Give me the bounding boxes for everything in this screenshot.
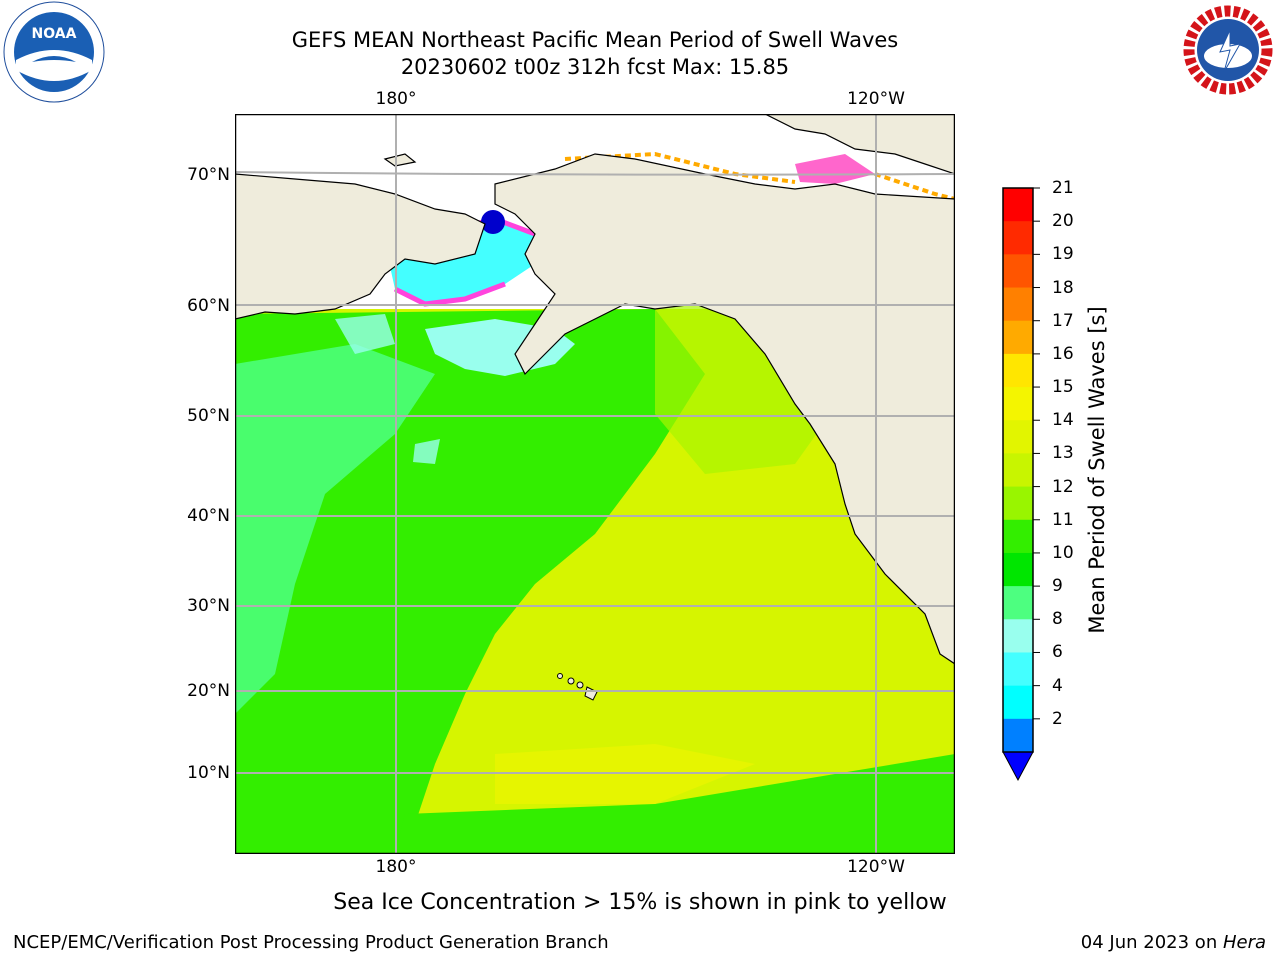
colorbar-band (1003, 254, 1033, 289)
colorbar-band (1003, 685, 1033, 720)
colorbar-tick-label: 13 (1052, 443, 1074, 464)
lat-label-70n: 70°N (187, 165, 230, 185)
footer-credit: NCEP/EMC/Verification Post Processing Pr… (13, 932, 609, 953)
land-siberia (235, 173, 486, 320)
teal-zone-west (235, 344, 435, 714)
colorbar-band (1003, 552, 1033, 587)
footer-date: 04 Jun 2023 on Hera (1081, 932, 1266, 953)
colorbar-band (1003, 420, 1033, 454)
lon-label-180-bottom: 180° (375, 857, 417, 877)
colorbar-tick-label: 9 (1052, 576, 1063, 597)
colorbar-band (1003, 519, 1033, 554)
lat-label-30n: 30°N (187, 596, 230, 616)
colorbar-band (1003, 718, 1033, 753)
lon-label-120w-bottom: 120°W (847, 857, 905, 877)
colorbar-tick-label: 17 (1052, 310, 1074, 331)
land-alaska (494, 153, 955, 665)
colorbar-band (1003, 221, 1033, 255)
lat-label-40n: 40°N (187, 506, 230, 526)
colorbar-tick-label: 21 (1052, 178, 1074, 198)
colorbar-tick-label: 8 (1052, 609, 1063, 630)
colorbar-band (1003, 619, 1033, 653)
colorbar-label: Mean Period of Swell Waves [s] (1085, 306, 1109, 634)
colorbar-band (1003, 320, 1033, 355)
arctic-ice-core (481, 210, 505, 234)
colorbar-band (1003, 188, 1033, 222)
beaufort-ice (795, 154, 875, 184)
noaa-logo-text: NOAA (32, 26, 77, 42)
hawaii-islands (557, 673, 598, 701)
colorbar-tick-label: 18 (1052, 277, 1074, 298)
green-band-south (395, 754, 955, 854)
colorbar-tick-label: 14 (1052, 410, 1074, 431)
colorbar-band (1003, 486, 1033, 521)
nws-logo (1178, 0, 1278, 104)
chart-subtitle: 20230602 t00z 312h fcst Max: 15.85 (400, 55, 790, 79)
colorbar-band (1003, 387, 1033, 421)
land-arctic-islands (764, 114, 955, 175)
colorbar-tick-label: 15 (1052, 377, 1074, 398)
colorbar-tick-label: 6 (1052, 642, 1063, 663)
graticule (235, 114, 955, 854)
colorbar-band (1003, 586, 1033, 620)
colorbar-band (1003, 353, 1033, 388)
footer-machine: Hera (1222, 932, 1266, 953)
colorbar-tick-label: 19 (1052, 244, 1074, 265)
lat-label-60n: 60°N (187, 296, 230, 316)
chart-title: GEFS MEAN Northeast Pacific Mean Period … (291, 28, 899, 52)
colorbar-band (1003, 652, 1033, 687)
colorbar-tick-label: 16 (1052, 343, 1074, 364)
colorbar-tick-label: 4 (1052, 675, 1063, 696)
lon-label-180-top: 180° (375, 89, 417, 109)
colorbar-tick-label: 20 (1052, 211, 1074, 232)
colorbar-band (1003, 287, 1033, 322)
colorbar (1002, 187, 1040, 782)
swell-period-map (235, 114, 955, 854)
sea-ice-note: Sea Ice Concentration > 15% is shown in … (333, 890, 947, 915)
footer-date-text: 04 Jun 2023 on (1080, 932, 1223, 953)
cyan-patches (335, 314, 440, 464)
colorbar-tick-label: 2 (1052, 708, 1063, 729)
colorbar-tick-label: 10 (1052, 542, 1074, 563)
colorbar-extend-triangle (1002, 751, 1034, 782)
lat-label-10n: 10°N (187, 763, 230, 783)
lat-label-20n: 20°N (187, 681, 230, 701)
land-wrangel (383, 153, 417, 167)
colorbar-tick-label: 12 (1052, 476, 1074, 497)
lon-label-120w-top: 120°W (847, 89, 905, 109)
lat-label-50n: 50°N (187, 406, 230, 426)
colorbar-band (1003, 453, 1033, 488)
noaa-logo: NOAA (2, 0, 106, 108)
colorbar-tick-label: 11 (1052, 509, 1074, 530)
